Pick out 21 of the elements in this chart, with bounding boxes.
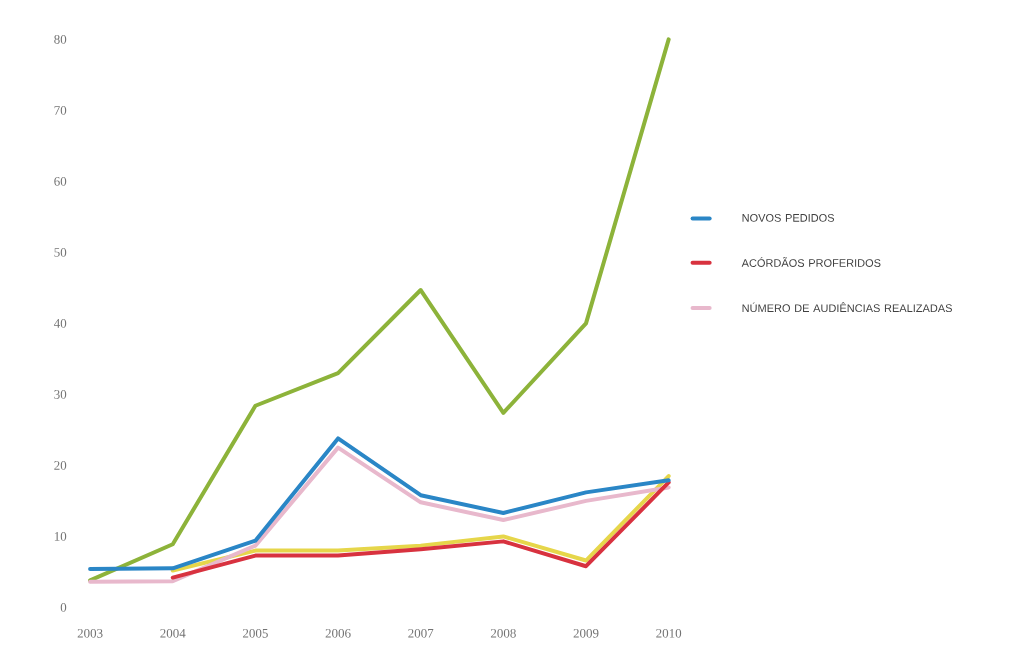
x-tick-label: 2009 xyxy=(573,628,599,638)
y-tick-label: 60 xyxy=(54,177,67,186)
x-tick-label: 2003 xyxy=(77,628,103,638)
x-tick-label: 2007 xyxy=(408,628,434,638)
x-tick-label: 2010 xyxy=(656,628,682,638)
y-tick-label: 0 xyxy=(60,603,67,612)
x-tick-label: 2004 xyxy=(160,628,186,638)
y-tick-label: 70 xyxy=(54,106,67,115)
text: NÚMERO DE AUDIÊNCIAS REALIZADAS xyxy=(742,302,952,313)
y-tick-label: 80 xyxy=(54,35,67,44)
y-tick-label: 20 xyxy=(54,461,67,470)
y-tick-label: 10 xyxy=(54,532,67,541)
text: ACÓRDÃOS PROFERIDOS xyxy=(741,257,881,267)
x-tick-label: 2006 xyxy=(325,628,351,638)
x-tick-label: 2008 xyxy=(490,628,516,638)
y-tick-label: 40 xyxy=(53,319,67,328)
text: NOVOS PEDIDOS xyxy=(742,214,835,222)
y-tick-label: 30 xyxy=(54,390,67,399)
x-tick-label: 2005 xyxy=(242,628,268,638)
line-series xyxy=(88,37,671,583)
y-tick-label: 50 xyxy=(54,248,67,257)
